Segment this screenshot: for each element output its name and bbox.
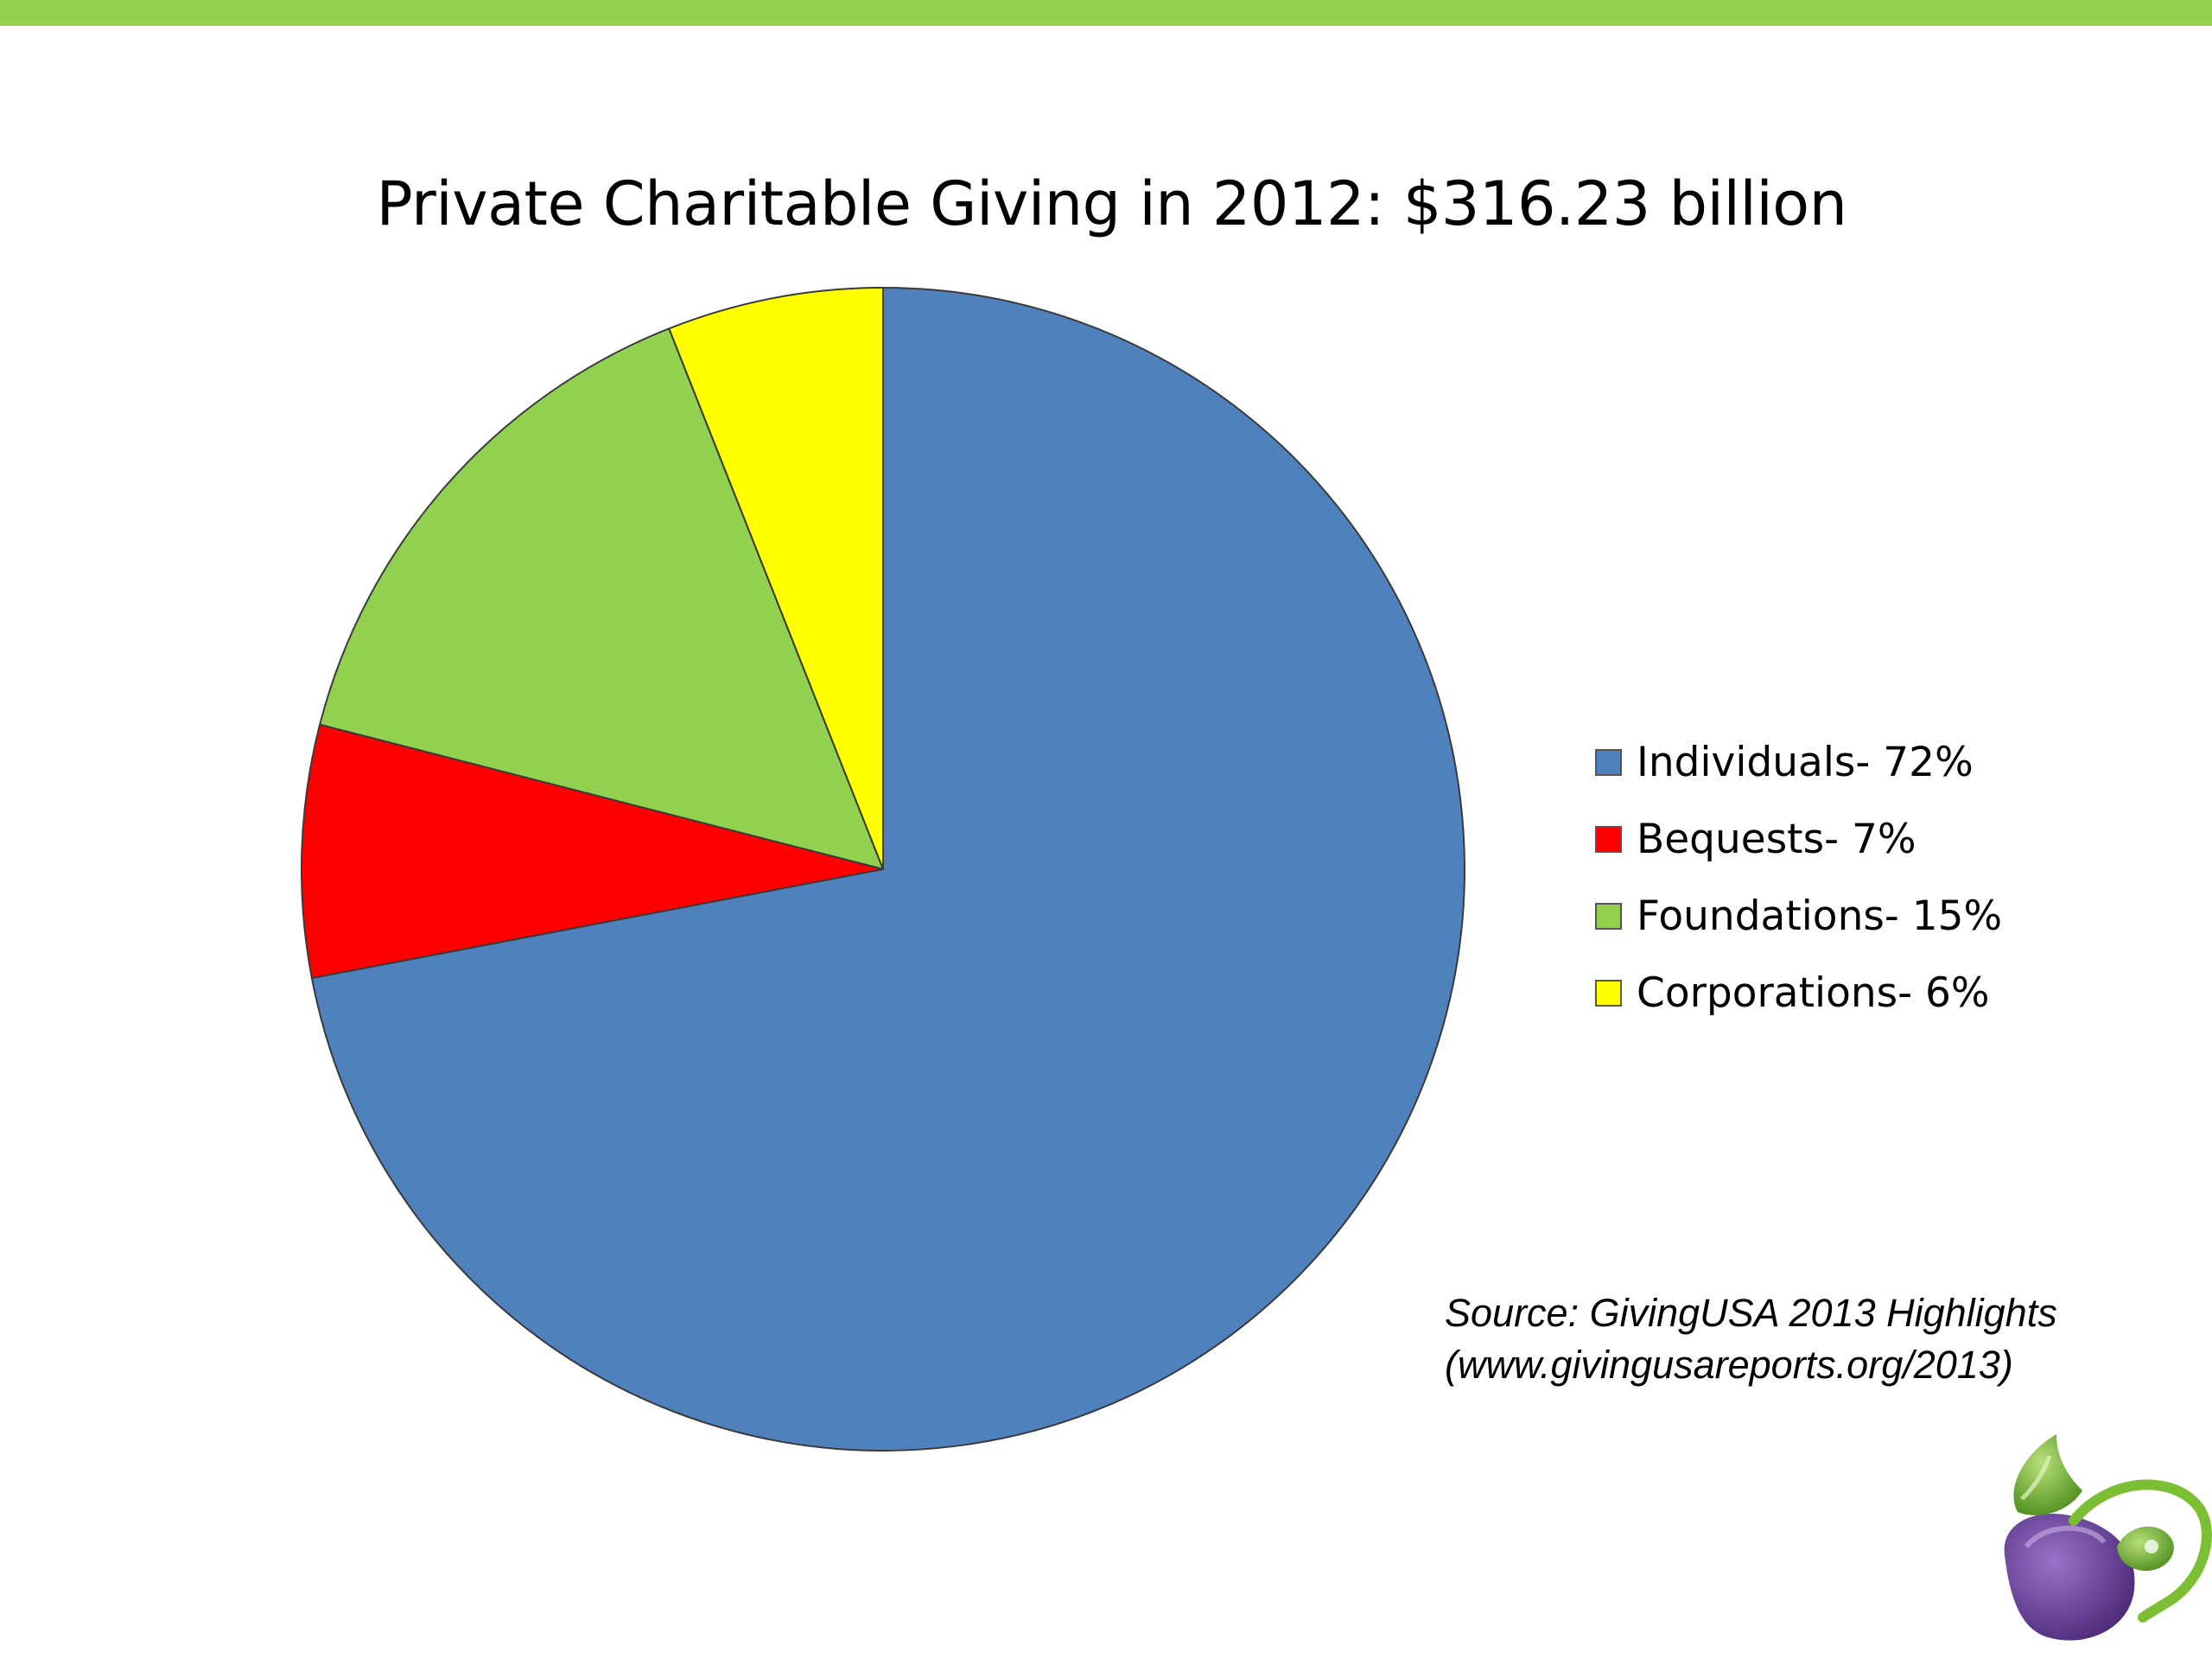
legend-swatch-individuals: [1595, 749, 1622, 776]
top-accent-bar: [0, 0, 2212, 26]
source-note: Source: GivingUSA 2013 Highlights (www.g…: [1445, 1287, 2057, 1391]
legend-label-corporations: Corporations- 6%: [1637, 969, 1990, 1017]
legend-swatch-foundations: [1595, 903, 1622, 930]
pie-slice-foundations: [319, 327, 884, 870]
legend-item-corporations: Corporations- 6%: [1595, 955, 2002, 1032]
legend-label-foundations: Foundations- 15%: [1637, 893, 2003, 940]
pie-slice-bequests: [300, 723, 884, 980]
source-line-1: Source: GivingUSA 2013 Highlights: [1445, 1291, 2057, 1335]
pie-slice-individuals: [310, 287, 1465, 1452]
chart-legend: Individuals- 72% Bequests- 7% Foundation…: [1595, 724, 2002, 1032]
pie-slice-corporations: [668, 287, 884, 870]
legend-item-individuals: Individuals- 72%: [1595, 724, 2002, 801]
source-line-2: (www.givingusareports.org/2013): [1445, 1343, 2013, 1387]
legend-label-individuals: Individuals- 72%: [1637, 739, 1974, 786]
legend-item-foundations: Foundations- 15%: [1595, 878, 2002, 955]
chart-title: Private Charitable Giving in 2012: $316.…: [376, 168, 1848, 239]
legend-swatch-corporations: [1595, 980, 1622, 1007]
legend-swatch-bequests: [1595, 826, 1622, 853]
sprout-on-plum-icon: [2004, 1434, 2212, 1641]
legend-label-bequests: Bequests- 7%: [1637, 816, 1916, 863]
legend-item-bequests: Bequests- 7%: [1595, 801, 2002, 878]
